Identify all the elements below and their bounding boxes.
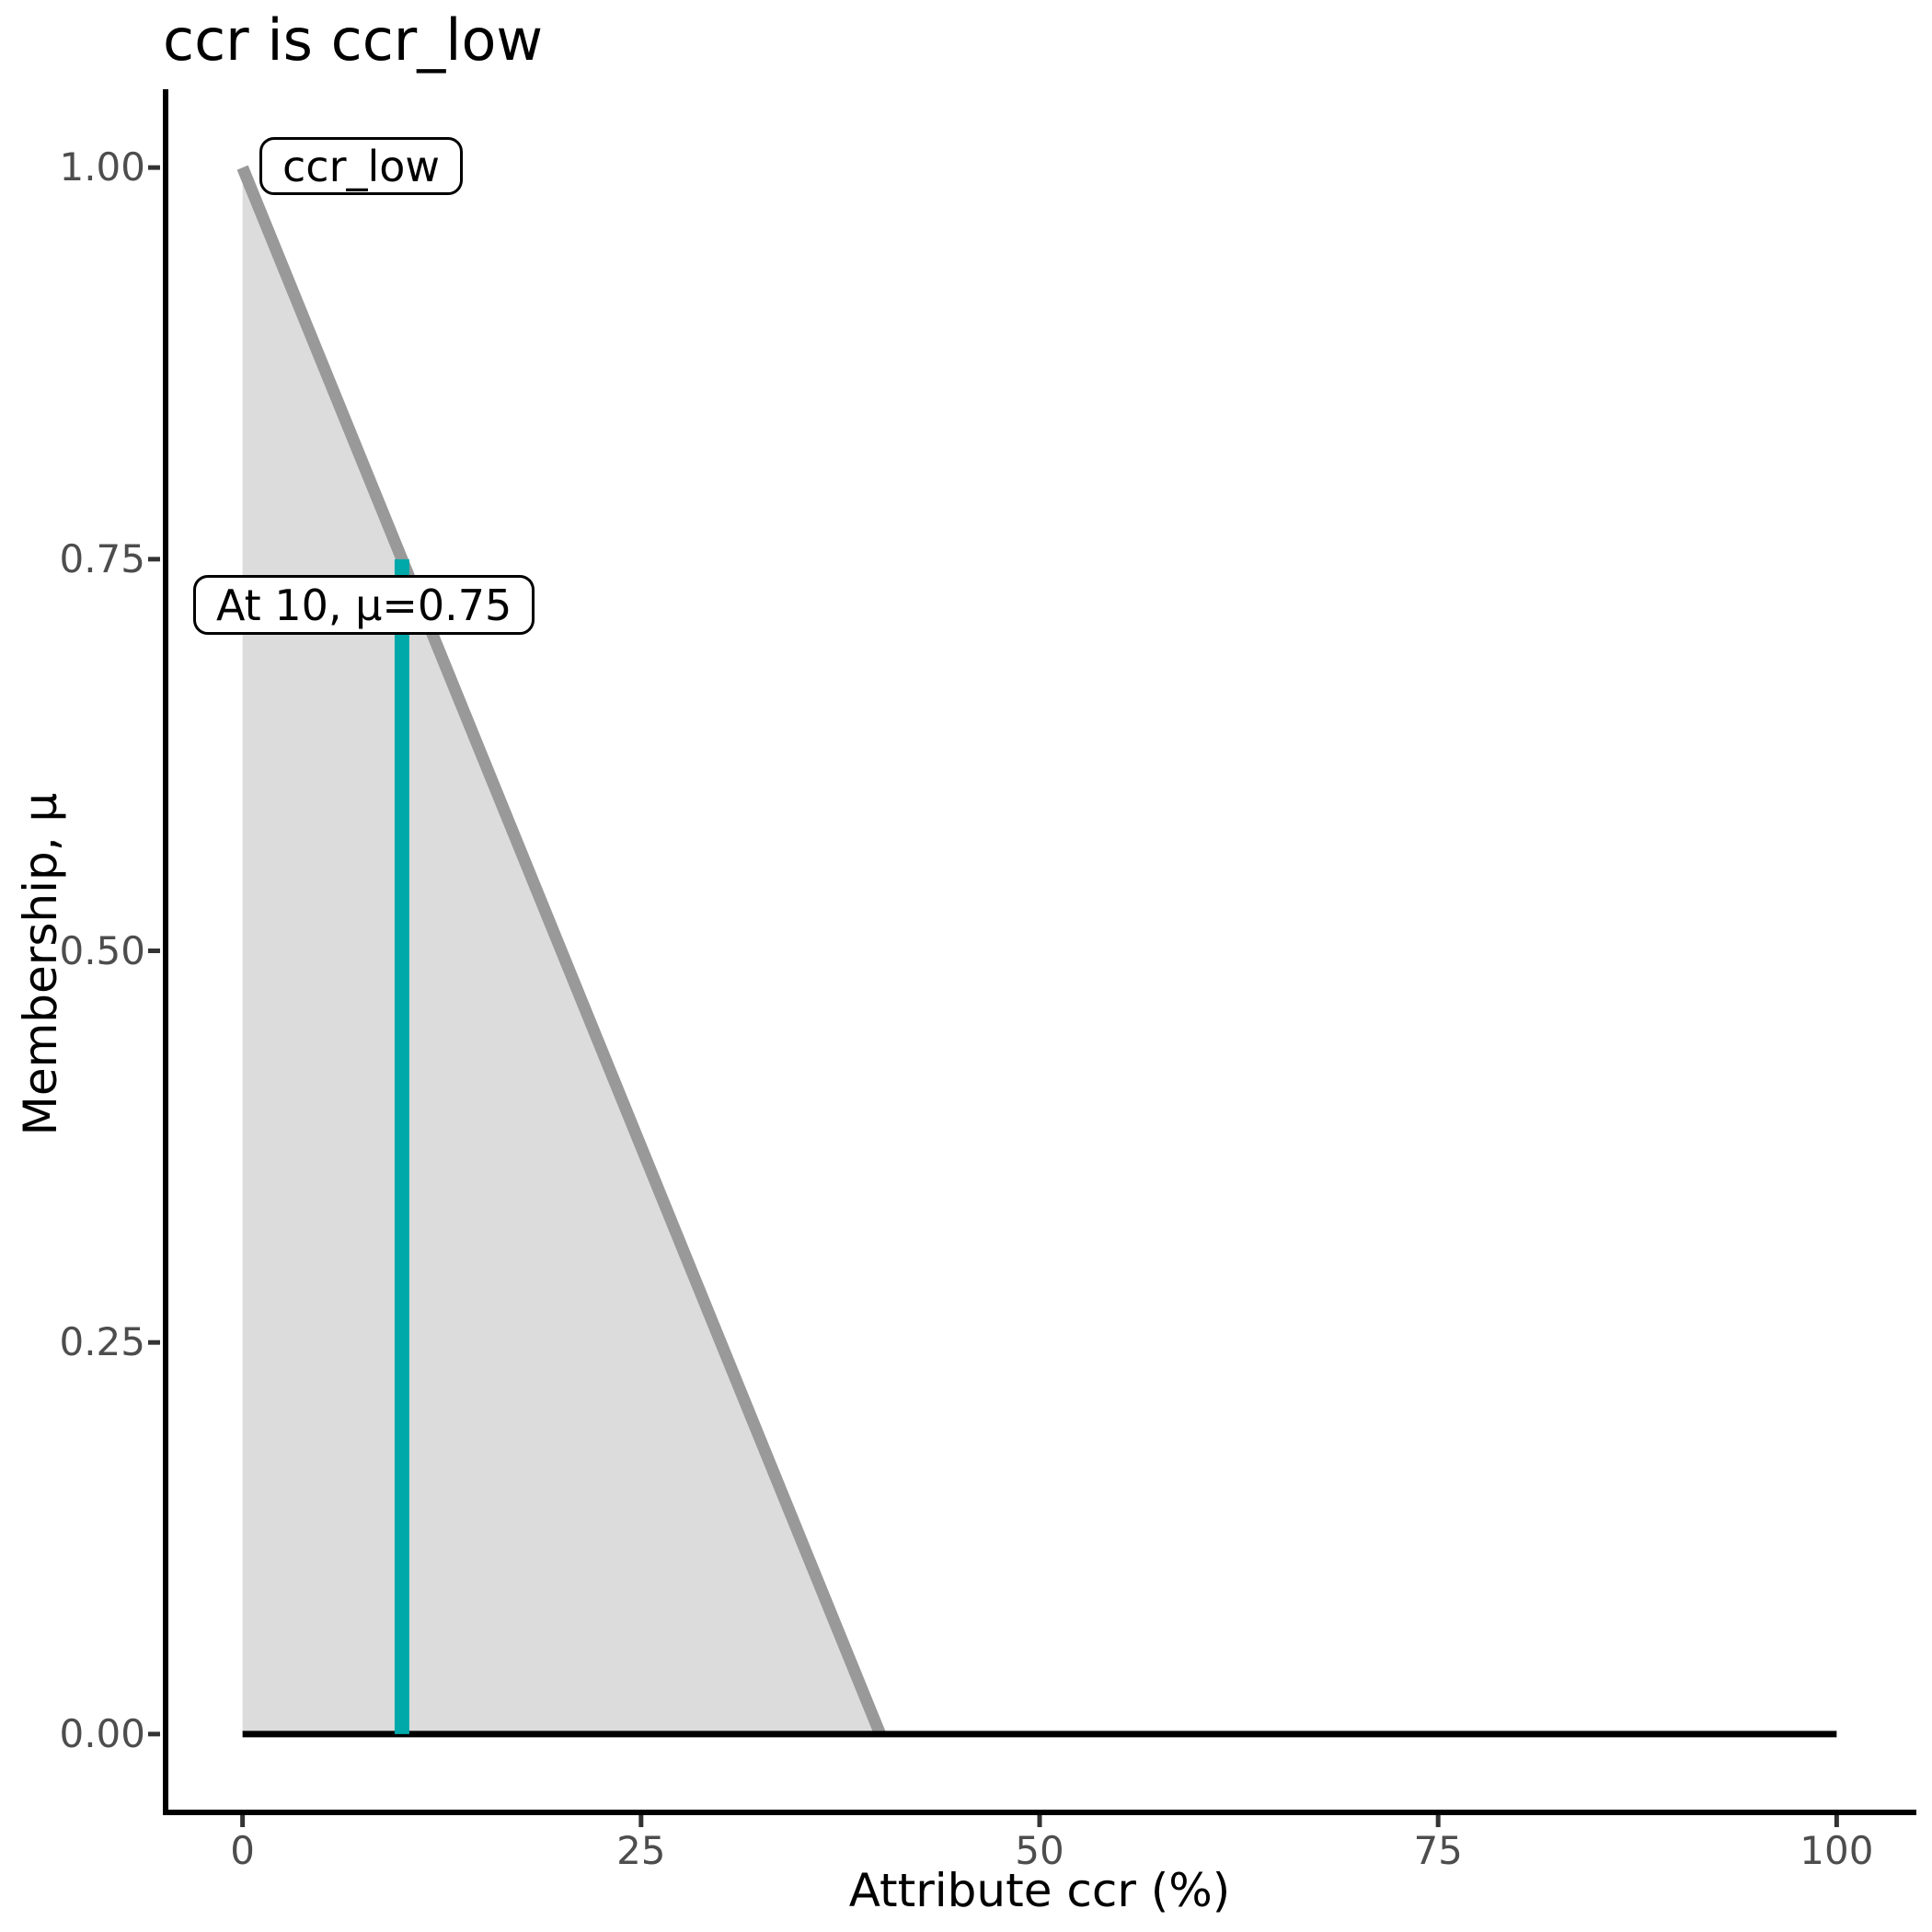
chart-title: ccr is ccr_low: [163, 6, 544, 74]
point-label-box: At 10, μ=0.75: [193, 575, 535, 635]
y-tick-label: 0.25: [59, 1319, 145, 1365]
y-tick-label: 0.75: [59, 535, 145, 581]
x-tick-label: 100: [1800, 1828, 1874, 1873]
y-tick-label: 0.00: [59, 1710, 145, 1756]
x-tick-label: 25: [616, 1828, 666, 1873]
x-axis-title: Attribute ccr (%): [848, 1864, 1231, 1917]
x-tick-label: 50: [1015, 1828, 1064, 1873]
set-label: ccr_low: [282, 141, 441, 191]
x-tick-label: 75: [1413, 1828, 1463, 1873]
y-tick-label: 0.50: [59, 927, 145, 973]
set-label-box: ccr_low: [259, 137, 464, 195]
membership-line: [236, 165, 886, 1737]
point-label: At 10, μ=0.75: [216, 580, 512, 630]
x-tick-label: 0: [230, 1828, 255, 1873]
y-tick-label: 1.00: [59, 144, 145, 190]
